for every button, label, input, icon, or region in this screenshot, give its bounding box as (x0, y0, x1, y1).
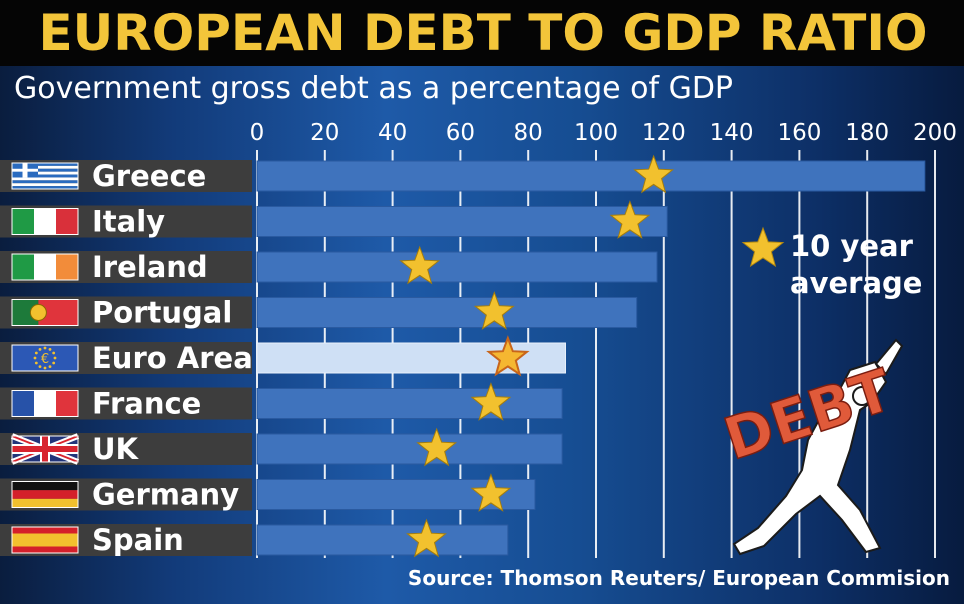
average-star-marker (416, 427, 458, 467)
category-label: Italy (92, 205, 165, 239)
category-label: Euro Area (92, 341, 253, 375)
italy-flag-icon (11, 208, 79, 235)
category-label: France (92, 387, 201, 421)
average-star-marker (470, 382, 512, 421)
title-band (0, 0, 964, 66)
average-star-marker (470, 473, 512, 512)
x-tick-label: 40 (378, 120, 407, 146)
x-tick-label: 80 (514, 120, 543, 146)
debt-illustration: DEBT (715, 338, 904, 556)
x-tick-label: 140 (710, 120, 754, 146)
average-star-marker (633, 154, 675, 194)
x-tick-label: 0 (250, 120, 265, 146)
x-tick-label: 120 (642, 120, 686, 146)
legend-star-icon (741, 226, 785, 268)
uk-flag-icon (10, 433, 80, 465)
legend-label: 10 year average (790, 228, 930, 302)
category-label: Greece (92, 159, 206, 193)
chart-panel (0, 66, 964, 604)
category-label: Portugal (92, 296, 232, 330)
germany-flag-icon (11, 481, 79, 508)
category-label: Germany (92, 478, 239, 512)
legend-label-line1: 10 year (790, 229, 913, 263)
average-star-marker (473, 291, 515, 330)
x-tick-label: 100 (574, 120, 618, 146)
svg-text:€: € (41, 352, 49, 367)
x-tick-label: 180 (845, 120, 889, 146)
category-label: UK (92, 432, 140, 466)
eu-flag-icon: € (11, 344, 79, 372)
bar (256, 433, 563, 465)
chart-subtitle: Government gross debt as a percentage of… (14, 71, 734, 106)
bar (256, 524, 509, 556)
spain-flag-icon (11, 526, 79, 554)
source-note: Source: Thomson Reuters/ European Commis… (407, 566, 950, 590)
bar (256, 297, 638, 328)
x-tick-label: 60 (446, 120, 475, 146)
bar (256, 251, 658, 283)
bar (256, 388, 563, 419)
x-tick-label: 20 (310, 120, 339, 146)
average-star-marker (609, 200, 651, 239)
average-star-marker (406, 518, 447, 558)
chart-title: EUROPEAN DEBT TO GDP RATIO (38, 4, 928, 62)
average-star-marker (486, 335, 530, 377)
portugal-flag-icon (11, 299, 79, 326)
average-star-marker (399, 245, 441, 285)
legend-label-line2: average (790, 266, 923, 300)
x-tick-label: 200 (913, 120, 957, 146)
greece-flag-icon (11, 162, 79, 190)
category-label: Ireland (92, 250, 208, 284)
ireland-flag-icon (11, 253, 79, 281)
bar (256, 160, 926, 192)
category-label: Spain (92, 523, 184, 557)
x-tick-label: 160 (777, 120, 821, 146)
figure-silhouette-icon (732, 338, 904, 556)
bar (256, 206, 668, 237)
france-flag-icon (11, 390, 79, 417)
